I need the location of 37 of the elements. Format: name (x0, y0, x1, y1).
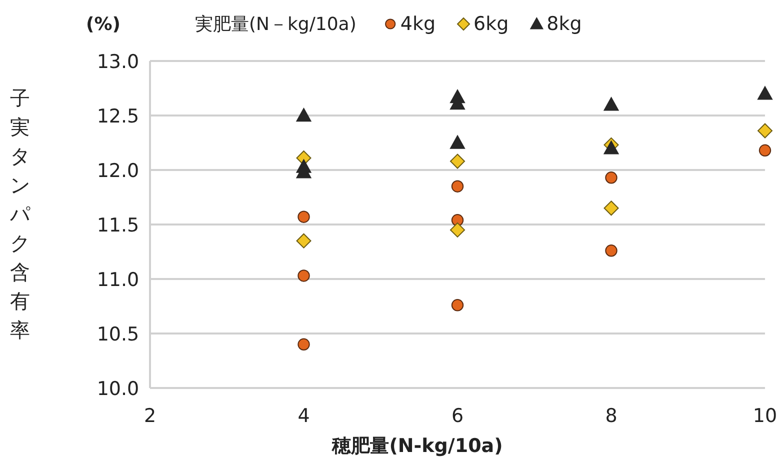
point (298, 270, 310, 282)
y-tick-label: 12.0 (96, 160, 140, 182)
point (450, 154, 465, 169)
point (758, 123, 772, 138)
point (296, 233, 312, 248)
y-tick-label: 11.5 (96, 214, 140, 236)
point (451, 180, 464, 192)
x-tick-label: 10 (752, 405, 778, 427)
y-tick-label: 13.0 (96, 51, 140, 73)
legend-label: 6kg (474, 13, 509, 35)
text: 子実タンパク含有率 (10, 86, 30, 342)
point (605, 172, 618, 184)
point (758, 86, 772, 100)
text: (%) (86, 14, 120, 35)
legend-title: 実肥量(N－kg/10a) (195, 14, 356, 35)
point (298, 210, 310, 223)
legend-label: 4kg (400, 13, 436, 35)
point (605, 244, 618, 257)
y-tick-label: 10.5 (96, 324, 140, 346)
legend-label: 8kg (546, 13, 582, 35)
point (296, 108, 312, 122)
y-tick-label: 10.0 (96, 378, 140, 400)
x-tick-label: 6 (451, 405, 464, 427)
point (298, 338, 310, 350)
x-tick-label: 8 (605, 405, 618, 427)
point (451, 299, 464, 312)
point (450, 135, 465, 149)
x-tick-label: 4 (298, 405, 310, 427)
point (604, 140, 619, 154)
point (758, 144, 772, 156)
y-tick-label: 12.5 (96, 106, 140, 128)
point (450, 222, 465, 238)
x-tick-label: 2 (144, 405, 156, 427)
point (604, 200, 619, 216)
y-tick-label: 11.0 (96, 269, 140, 291)
x-axis-title: 穂肥量(N-kg/10a) (331, 435, 503, 457)
point (604, 97, 619, 111)
